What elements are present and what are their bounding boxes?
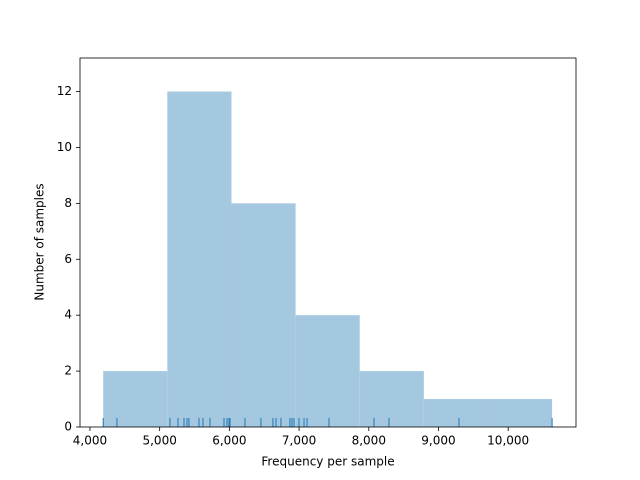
y-tick-label: 2 [64, 364, 72, 378]
bar [295, 315, 360, 427]
x-tick-label: 8,000 [352, 434, 386, 448]
bar [231, 203, 296, 427]
x-tick-label: 6,000 [212, 434, 246, 448]
bar [359, 371, 424, 427]
bar [487, 399, 553, 427]
plot-frame [79, 57, 577, 428]
y-tick-label: 6 [64, 252, 72, 266]
bar [167, 91, 232, 427]
y-tick-label: 12 [57, 84, 72, 98]
y-tick-label: 10 [57, 140, 72, 154]
x-tick-label: 10,000 [487, 434, 529, 448]
y-tick-label: 0 [64, 420, 72, 434]
x-tick-label: 9,000 [421, 434, 455, 448]
x-axis-label: Frequency per sample [261, 455, 394, 469]
y-axis-label: Number of samples [33, 183, 47, 300]
x-tick-label: 5,000 [142, 434, 176, 448]
y-tick-label: 8 [64, 196, 72, 210]
bar [103, 371, 168, 427]
x-tick-label: 4,000 [73, 434, 107, 448]
y-tick-label: 4 [64, 308, 72, 322]
bar [423, 399, 488, 427]
x-tick-label: 7,000 [282, 434, 316, 448]
